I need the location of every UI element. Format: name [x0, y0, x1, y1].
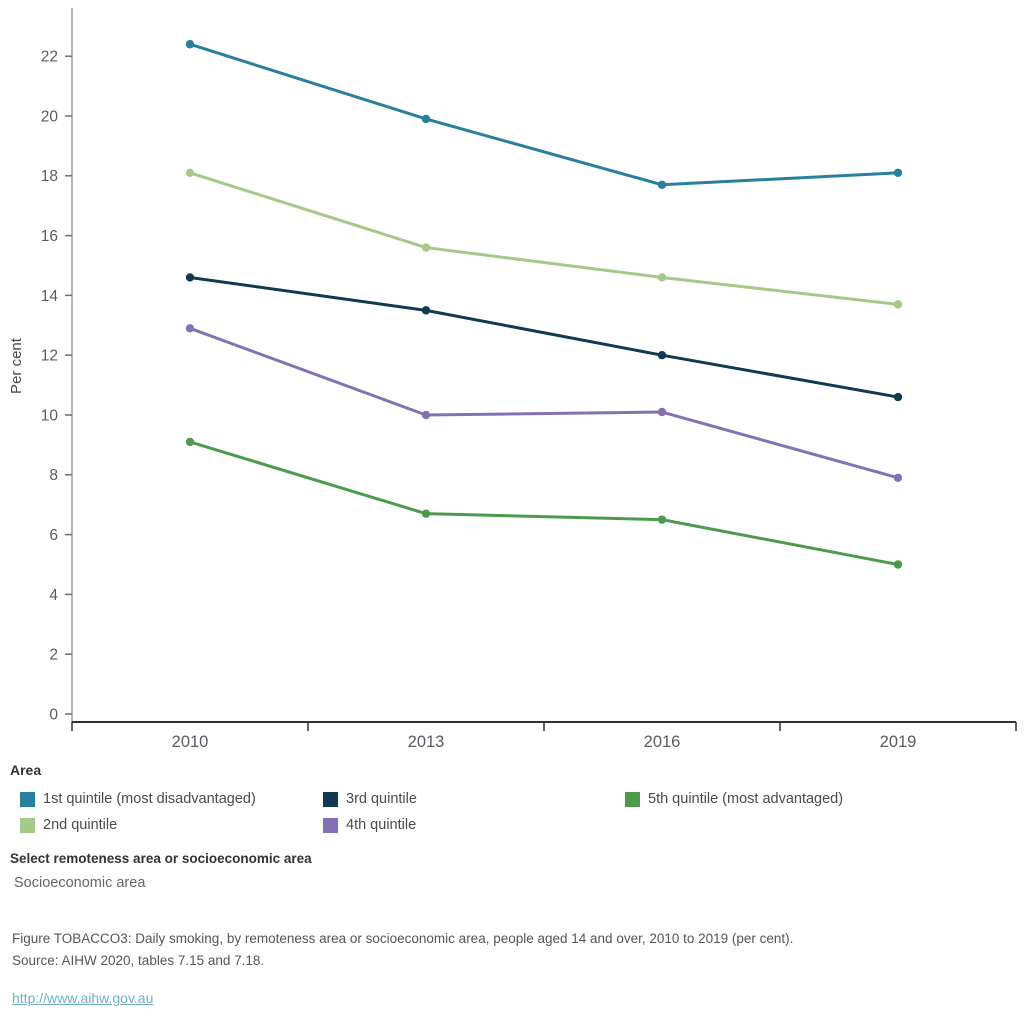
legend-item-label: 3rd quintile: [346, 791, 417, 807]
series-point-2nd-quintile-2010[interactable]: [185, 168, 195, 178]
y-axis-tick-label: 10: [41, 407, 59, 424]
x-axis-tick-label: 2019: [880, 733, 917, 751]
legend-item-label: 5th quintile (most advantaged): [648, 791, 844, 807]
y-axis-tick-label: 18: [41, 168, 58, 185]
series-point-2nd-quintile-2013[interactable]: [421, 243, 431, 252]
series-line-5th-quintile-most-advantaged[interactable]: [188, 440, 900, 566]
series-point-5th-quintile-most-advantaged-2010[interactable]: [185, 437, 195, 447]
legend-item-3rd-quintile[interactable]: 3rd quintile: [323, 786, 417, 812]
legend-item-1st-quintile-most-disadvantaged[interactable]: 1st quintile (most disadvantaged): [20, 786, 256, 812]
x-axis-tick-label: 2013: [408, 733, 445, 751]
legend-item-4th-quintile[interactable]: 4th quintile: [323, 812, 417, 838]
y-axis-tick-label: 8: [49, 467, 58, 484]
series-point-1st-quintile-most-disadvantaged-2010[interactable]: [185, 40, 195, 49]
series-point-2nd-quintile-2019[interactable]: [893, 300, 903, 309]
y-axis-tick-label: 6: [49, 527, 58, 544]
series-point-4th-quintile-2010[interactable]: [185, 324, 195, 333]
y-axis-tick-label: 0: [49, 706, 58, 723]
series-point-3rd-quintile-2019[interactable]: [893, 392, 903, 402]
legend-item-label: 2nd quintile: [43, 817, 118, 833]
series-point-2nd-quintile-2016[interactable]: [657, 273, 667, 282]
series-line-1st-quintile-most-disadvantaged[interactable]: [188, 42, 900, 187]
legend-swatch-icon: [625, 791, 640, 807]
series-point-5th-quintile-most-advantaged-2019[interactable]: [893, 560, 903, 569]
legend-swatch-icon: [20, 817, 35, 833]
x-axis-tick-label: 2016: [644, 733, 681, 751]
series-point-5th-quintile-most-advantaged-2013[interactable]: [421, 509, 431, 518]
y-axis-tick-label: 14: [41, 288, 59, 305]
series-point-3rd-quintile-2016[interactable]: [657, 351, 667, 360]
series-point-1st-quintile-most-disadvantaged-2016[interactable]: [657, 180, 667, 189]
y-axis-tick-label: 4: [49, 587, 58, 604]
legend-item-2nd-quintile[interactable]: 2nd quintile: [20, 812, 256, 838]
series-point-3rd-quintile-2013[interactable]: [421, 306, 431, 315]
filter-value-select[interactable]: Socioeconomic area: [14, 875, 146, 891]
series-point-1st-quintile-most-disadvantaged-2013[interactable]: [421, 114, 431, 124]
y-axis-tick-label: 2: [49, 647, 58, 664]
caption-line-2: Source: AIHW 2020, tables 7.15 and 7.18.: [12, 953, 265, 968]
series-point-3rd-quintile-2010[interactable]: [185, 273, 195, 282]
series-line-4th-quintile[interactable]: [188, 326, 900, 480]
legend-item-5th-quintile-most-advantaged[interactable]: 5th quintile (most advantaged): [625, 786, 843, 812]
legend: 1st quintile (most disadvantaged) 2nd qui…: [0, 786, 1024, 840]
series-point-4th-quintile-2019[interactable]: [893, 473, 903, 482]
legend-title: Area: [10, 762, 42, 778]
legend-swatch-icon: [323, 791, 338, 807]
series-point-5th-quintile-most-advantaged-2016[interactable]: [657, 515, 667, 524]
chart-svg: 0 2 4 6 8 10 12 14 16 18 20 22 2010 2013 2016 2019 Per c…: [8, 8, 1017, 751]
legend-column: 1st quintile (most disadvantaged) 2nd qui…: [20, 786, 256, 838]
series-line-3rd-quintile[interactable]: [188, 275, 900, 399]
x-axis-tick-label: 2010: [172, 733, 209, 751]
legend-swatch-icon: [323, 817, 338, 833]
legend-swatch-icon: [20, 791, 35, 807]
y-axis-tick-label: 16: [41, 228, 58, 245]
y-axis-tick-label: 12: [41, 348, 58, 365]
legend-column: 3rd quintile 4th quintile: [323, 786, 417, 838]
legend-item-label: 1st quintile (most disadvantaged): [43, 791, 256, 807]
legend-column: 5th quintile (most advantaged): [625, 786, 843, 812]
series-point-4th-quintile-2016[interactable]: [657, 407, 667, 417]
caption-line-1: Figure TOBACCO3: Daily smoking, by remot…: [12, 931, 794, 946]
series-point-1st-quintile-most-disadvantaged-2019[interactable]: [893, 168, 903, 178]
figure-caption: Figure TOBACCO3: Daily smoking, by remot…: [12, 928, 1002, 972]
aihw-link[interactable]: http://www.aihw.gov.au: [12, 990, 154, 1006]
series-line-2nd-quintile[interactable]: [188, 171, 900, 306]
series-point-4th-quintile-2013[interactable]: [421, 410, 431, 420]
filter-label: Select remoteness area or socioeconomic …: [10, 851, 312, 866]
per-cent-axis-label: Per cent: [8, 337, 25, 394]
legend-item-label: 4th quintile: [346, 817, 417, 833]
y-axis-tick-label: 20: [41, 108, 59, 125]
y-axis-tick-label: 22: [41, 49, 58, 66]
